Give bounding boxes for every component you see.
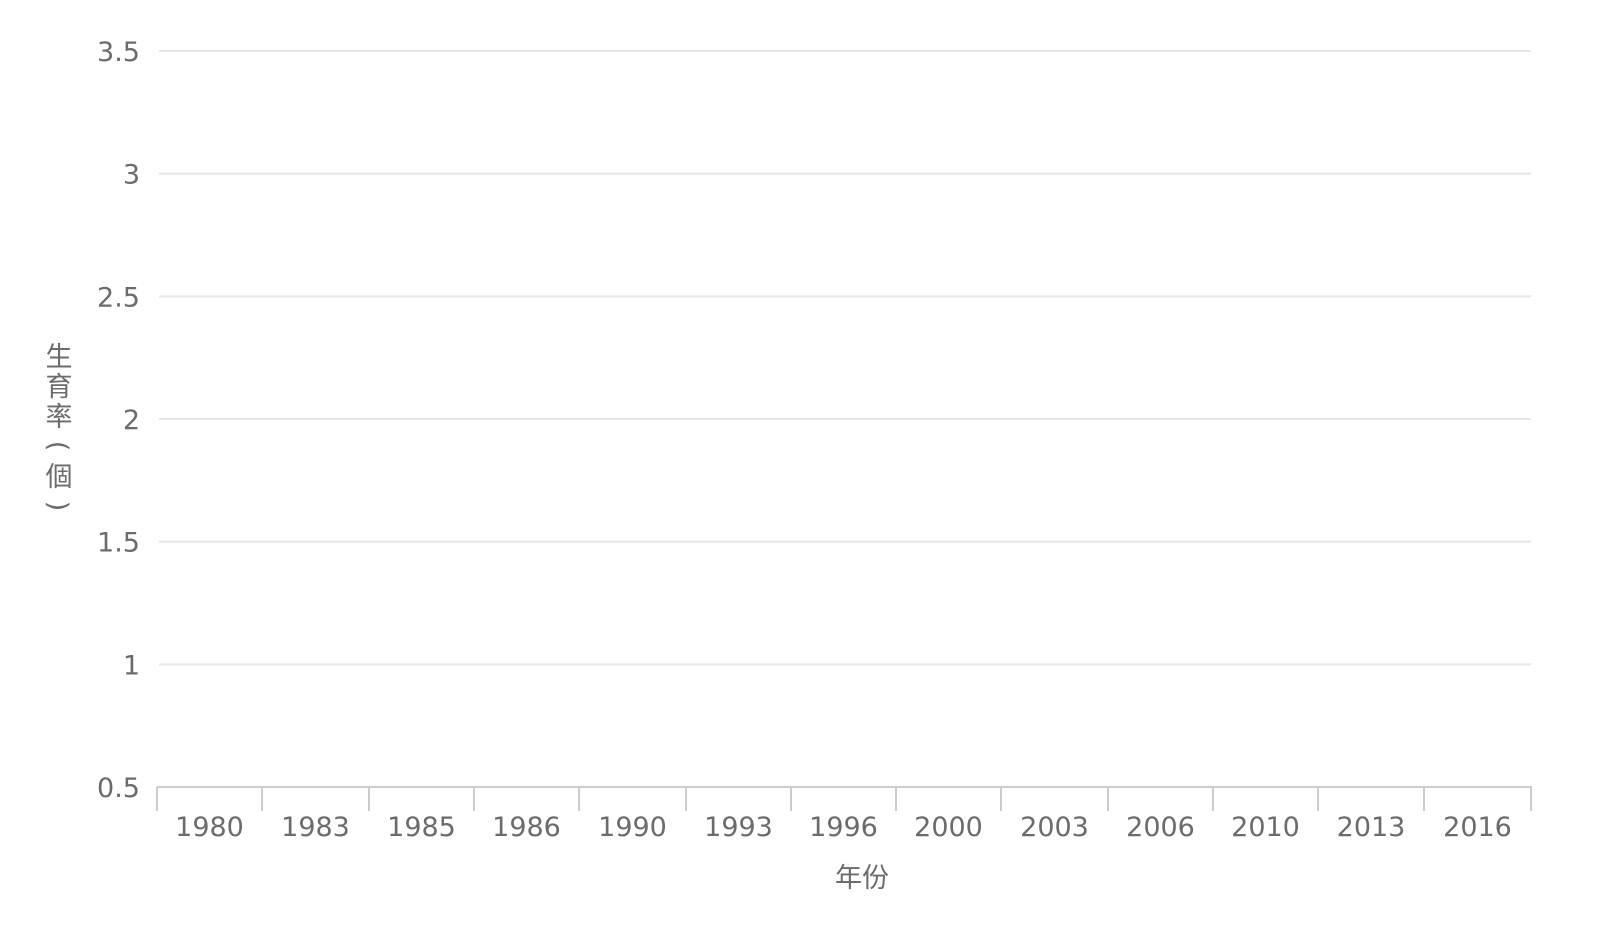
- x-tick-label: 2006: [1126, 812, 1195, 843]
- x-axis-tick-labels: 1980 1983 1985 1986 1990 1993 1996 2000 2003 2006…: [175, 812, 1512, 843]
- x-axis: [156, 786, 1532, 811]
- y-axis-title: 生育率 ( 個): [42, 342, 73, 511]
- y-axis-tick-labels: 0.5 1 1.5 2 2.5 3 3.5: [97, 37, 140, 804]
- y-axis-title-char: 率: [46, 402, 73, 433]
- y-tick-label: 3.5: [97, 37, 140, 68]
- x-tick-label: 1980: [175, 812, 244, 843]
- y-axis-title-char: 生: [46, 342, 73, 373]
- x-tick-label: 1996: [809, 812, 878, 843]
- x-tick-label: 2013: [1337, 812, 1406, 843]
- y-axis-title-char: (: [42, 441, 73, 452]
- y-axis-title-char: 育: [46, 372, 73, 403]
- x-tick-label: 2010: [1231, 812, 1300, 843]
- grid-lines: [159, 50, 1531, 666]
- y-tick-label: 1.5: [97, 528, 140, 559]
- x-tick-label: 1985: [387, 812, 456, 843]
- y-tick-label: 2: [123, 405, 140, 436]
- x-axis-title: 年份: [835, 863, 889, 894]
- x-tick-label: 1983: [281, 812, 350, 843]
- y-axis-title-char: ): [42, 501, 73, 512]
- x-tick-label: 2003: [1020, 812, 1089, 843]
- x-tick-label: 2000: [914, 812, 983, 843]
- y-tick-label: 1: [123, 650, 140, 681]
- y-tick-label: 2.5: [97, 282, 140, 313]
- y-axis-title-char: 個: [46, 462, 73, 493]
- x-tick-label: 1986: [492, 812, 561, 843]
- x-tick-label: 1990: [598, 812, 667, 843]
- x-tick-label: 1993: [704, 812, 773, 843]
- x-tick-label: 2016: [1443, 812, 1512, 843]
- y-tick-label: 0.5: [97, 773, 140, 804]
- y-tick-label: 3: [123, 160, 140, 191]
